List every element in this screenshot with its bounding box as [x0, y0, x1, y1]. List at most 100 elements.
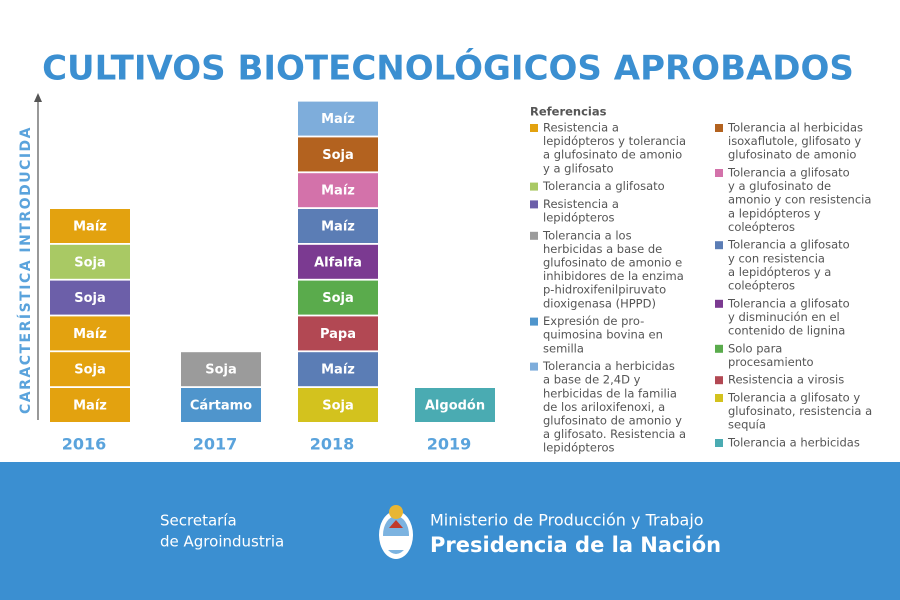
- legend-text: coleópteros: [728, 220, 795, 234]
- axis-label: CARACTERÍSTICA INTRODUCIDA: [17, 126, 34, 414]
- crop-label: Soja: [322, 148, 354, 163]
- crop-label: Papa: [320, 327, 356, 342]
- crop-label: Alfalfa: [314, 255, 362, 270]
- crop-block: [50, 280, 130, 315]
- legend-text: Tolerancia a glifosato: [542, 179, 665, 193]
- legend-text: a glifosato. Resistencia a: [543, 427, 686, 441]
- legend-text: y disminución en el: [728, 310, 840, 324]
- crop-block: [50, 244, 130, 279]
- year-label: 2017: [193, 435, 238, 454]
- crop-label: Cártamo: [190, 399, 252, 414]
- legend-text: quimosina bovina en: [543, 328, 663, 342]
- legend-text: Resistencia a: [543, 121, 619, 135]
- footer-band: [0, 462, 900, 600]
- legend-swatch: [530, 362, 538, 371]
- legend-swatch: [530, 124, 538, 132]
- crop-block: [298, 244, 378, 279]
- legend-text: semilla: [543, 341, 584, 355]
- crop-block: [298, 101, 378, 136]
- crop-label: Soja: [322, 399, 354, 414]
- legend-text: Expresión de pro-: [543, 314, 644, 328]
- legend-text: glufosinato de amonio e: [543, 256, 682, 270]
- crop-label: Algodón: [425, 399, 485, 414]
- legend-swatch: [715, 241, 723, 250]
- year-label: 2016: [62, 435, 107, 454]
- legend-text: sequía: [728, 418, 766, 432]
- crop-block: [298, 137, 378, 172]
- crop-label: Maíz: [321, 184, 355, 199]
- crop-label: Maíz: [321, 220, 355, 235]
- legend-text: a lepidópteros y: [728, 206, 821, 220]
- legend-swatch: [530, 200, 538, 209]
- legend-text: contenido de lignina: [728, 324, 845, 338]
- secretaria: Secretaría: [160, 512, 237, 530]
- crop-label: Soja: [74, 255, 106, 270]
- ministerio: Ministerio de Producción y Trabajo: [430, 511, 704, 530]
- legend-text: procesamiento: [728, 355, 814, 369]
- secretaria: de Agroindustria: [160, 533, 284, 551]
- crop-block: [50, 352, 130, 387]
- legend-text: Resistencia a virosis: [728, 373, 844, 387]
- crop-block: [298, 209, 378, 243]
- legend-text: de los ariloxifenoxi, a: [543, 400, 665, 414]
- legend-text: Tolerancia a los: [542, 228, 632, 242]
- crop-block: [298, 173, 378, 208]
- legend-text: lepidópteros: [543, 441, 615, 455]
- legend-swatch: [530, 182, 538, 191]
- legend-text: coleópteros: [728, 279, 795, 293]
- legend-swatch: [715, 394, 723, 402]
- crop-label: Soja: [74, 363, 106, 378]
- crop-block: [298, 316, 378, 351]
- legend-text: glufosinato, resistencia a: [728, 404, 872, 418]
- year-label: 2018: [310, 435, 355, 454]
- crop-label: Maíz: [73, 220, 107, 235]
- emblem: [379, 505, 413, 559]
- legend-text: a glufosinato de amonio: [543, 148, 682, 162]
- legend-text: herbicidas de la familia: [543, 386, 677, 400]
- legend-swatch: [715, 169, 723, 177]
- legend-text: y a glifosato: [543, 161, 614, 175]
- legend-text: amonio y con resistencia: [728, 193, 871, 207]
- legend-text: Tolerancia a glifosato: [727, 296, 850, 310]
- legend-text: p-hidroxifenilpiruvato: [543, 283, 666, 297]
- crop-label: Maíz: [73, 399, 107, 414]
- crop-block: [298, 352, 378, 387]
- legend-text: Resistencia a: [543, 197, 619, 211]
- crop-block: [298, 280, 378, 315]
- crop-block: [50, 209, 130, 243]
- legend-swatch: [715, 376, 723, 385]
- title: CULTIVOS BIOTECNOLÓGICOS APROBADOS: [42, 48, 854, 89]
- legend-text: isoxaflutole, glifosato y: [728, 134, 861, 148]
- crop-label: Soja: [205, 363, 237, 378]
- legend-text: Tolerancia al herbicidas: [727, 121, 863, 135]
- legend-text: inhibidores de la enzima: [543, 269, 684, 283]
- crop-block: [50, 316, 130, 351]
- legend-swatch: [715, 344, 723, 353]
- legend-text: glufosinato de amonio y: [543, 414, 682, 428]
- legend-text: Tolerancia a glifosato: [727, 238, 850, 252]
- axis-arrow: [34, 93, 42, 102]
- legend-text: a lepidópteros y a: [728, 265, 831, 279]
- legend-text: Tolerancia a glifosato y: [727, 391, 860, 405]
- legend-swatch: [715, 439, 723, 447]
- crop-block: [181, 388, 261, 422]
- crop-block: [298, 388, 378, 422]
- legend-text: herbicidas a base de: [543, 242, 662, 256]
- presidencia: Presidencia de la Nación: [430, 533, 721, 557]
- legend-text: Solo para: [728, 341, 782, 355]
- legend-text: lepidópteros: [543, 211, 615, 225]
- legend-text: lepidópteros y tolerancia: [543, 134, 686, 148]
- legend-swatch: [530, 231, 538, 240]
- legend-text: y a glufosinato de: [728, 179, 831, 193]
- crop-block: [181, 352, 261, 387]
- legend-swatch: [715, 124, 723, 132]
- crop-label: Maíz: [321, 112, 355, 127]
- crop-block: [50, 388, 130, 422]
- crop-label: Soja: [322, 291, 354, 306]
- legend-heading: Referencias: [530, 105, 607, 119]
- crop-label: Maíz: [73, 327, 107, 342]
- crop-label: Soja: [74, 291, 106, 306]
- legend-text: y con resistencia: [728, 251, 825, 265]
- legend-text: glufosinato de amonio: [728, 148, 856, 162]
- legend-swatch: [530, 317, 538, 326]
